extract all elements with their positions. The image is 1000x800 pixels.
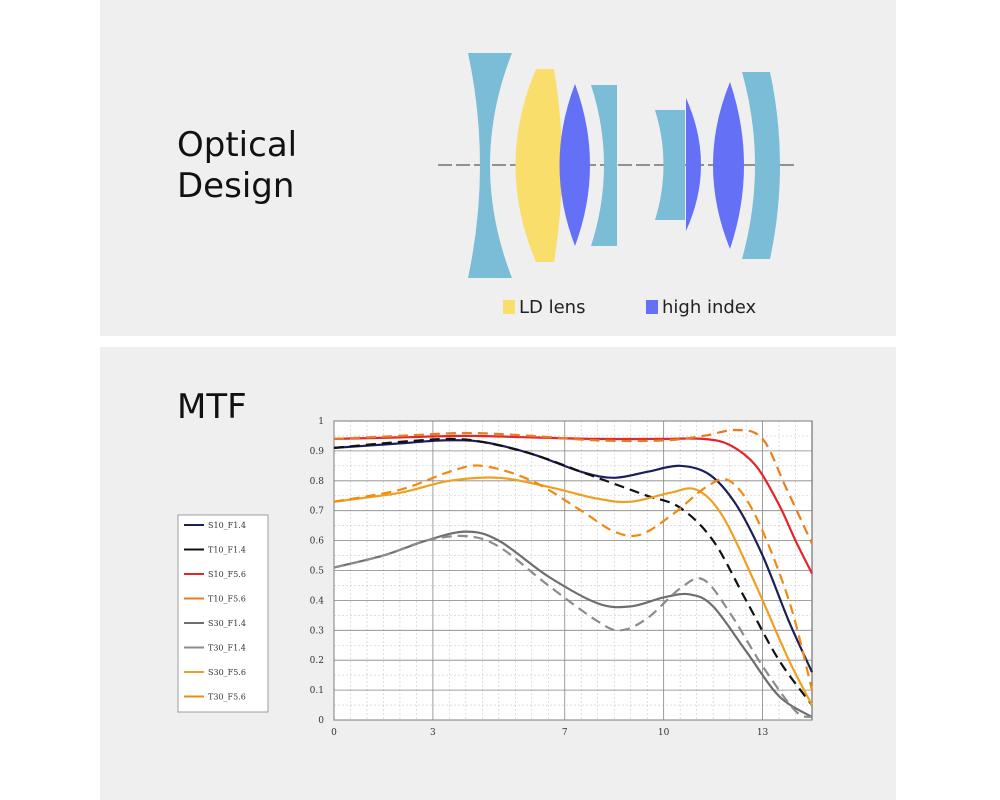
legend-label: T10_F1.4 (208, 546, 246, 555)
x-tick-label: 13 (757, 728, 769, 738)
mtf-chart: 00.10.20.30.40.50.60.70.80.910 3 7 10 13S10_… (177, 417, 814, 738)
legend-label: S10_F1.4 (208, 521, 246, 530)
x-tick-label: 7 (562, 728, 568, 738)
y-tick-label: 0.2 (310, 656, 324, 666)
series-line-s30-f5-6 (333, 476, 813, 706)
legend-label: S30_F1.4 (208, 619, 246, 628)
lens-diagram (438, 53, 796, 278)
lens-element-1 (468, 53, 512, 278)
x-tick-label: 0 (331, 728, 337, 738)
y-tick-label: 0.1 (310, 686, 324, 696)
legend-label: T10_F5.6 (208, 595, 246, 604)
series-line-t10-f5-6 (333, 428, 813, 545)
lens-element-2-ld (515, 69, 562, 262)
x-tick-label: 10 (658, 728, 670, 738)
mtf-panel: MTF 0 0.1 0.2 0.3 0.4 0.5 0.6 0.7 0.8 0.9 1 0 3 7 10 13… (100, 347, 896, 800)
lens-element-3-high-index (559, 84, 590, 246)
ld-lens-label: LD lens (519, 296, 586, 318)
y-tick-label: 1 (318, 417, 324, 427)
optical-design-panel: Optical Design LD lens high index (100, 0, 896, 336)
y-tick-label: 0.8 (310, 477, 325, 487)
mtf-title: MTF (177, 387, 247, 427)
y-tick-label: 0.6 (310, 537, 325, 547)
lens-element-7-high-index (713, 82, 744, 249)
y-tick-label: 0.4 (310, 596, 325, 606)
legend-ld-lens: LD lens (503, 295, 585, 319)
lens-element-4 (591, 85, 617, 246)
chart-legend (177, 514, 269, 713)
optical-title-line2: Design (177, 165, 295, 206)
ld-lens-swatch (503, 300, 515, 314)
series-line-t10-f1-4 (333, 437, 813, 706)
series-line-s10-f1-4 (333, 439, 814, 673)
high-index-swatch (646, 300, 658, 314)
y-tick-label: 0.9 (310, 447, 325, 457)
legend-high-index: high index (646, 295, 756, 319)
lens-element-8 (742, 72, 780, 259)
lens-element-6-high-index (686, 98, 701, 231)
legend-label: S10_F5.6 (208, 570, 246, 579)
x-tick-label: 3 (430, 728, 436, 738)
y-tick-label: 0.7 (310, 507, 325, 517)
legend-label: T30_F1.4 (208, 644, 246, 653)
legend-label: T30_F5.6 (208, 693, 246, 702)
series-line-t30-f5-6 (333, 464, 814, 691)
optical-design-title: Optical Design (177, 125, 357, 207)
high-index-label: high index (662, 296, 757, 318)
optical-title-line1: Optical (177, 125, 298, 165)
series-line-t30-f1-4 (333, 534, 813, 719)
y-tick-label: 0 (318, 716, 324, 726)
y-tick-label: 0.3 (310, 626, 325, 636)
legend-label: S30_F5.6 (208, 668, 246, 677)
y-tick-label: 0.5 (310, 567, 325, 577)
lens-element-5 (655, 110, 685, 220)
